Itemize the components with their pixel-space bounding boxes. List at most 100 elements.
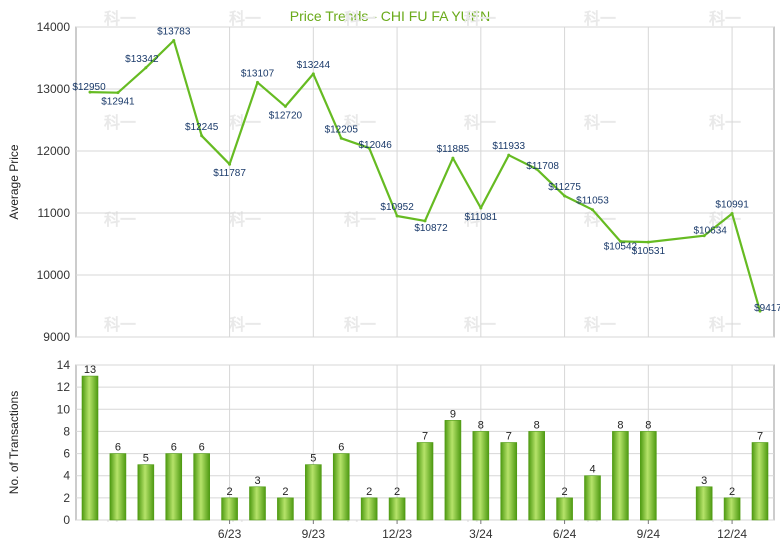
transactions-y-axis-label: No. of Transactions (7, 391, 21, 494)
price-data-label: $11053 (576, 196, 609, 207)
price-data-label: $13342 (125, 54, 159, 65)
transaction-bar (388, 497, 406, 521)
price-data-label: $10991 (715, 200, 749, 211)
price-point (618, 239, 622, 243)
transaction-bar (416, 442, 434, 521)
watermark: 科一 (229, 9, 261, 28)
price-data-label: $11885 (437, 144, 470, 155)
watermark: 科一 (344, 315, 376, 334)
price-point (479, 206, 483, 210)
transaction-bar-label: 6 (115, 442, 121, 454)
watermark: 科一 (709, 315, 741, 334)
watermark: 科一 (344, 9, 376, 28)
price-point (256, 80, 259, 84)
watermark: 科一 (584, 113, 616, 132)
x-tick-label: 9/23 (302, 527, 326, 541)
price-point (116, 91, 120, 95)
transaction-bar-label: 8 (478, 419, 484, 431)
price-point (563, 194, 567, 198)
transaction-bar-label: 5 (143, 453, 149, 465)
price-point (591, 208, 594, 212)
price-point (200, 134, 204, 138)
transaction-bar-label: 7 (422, 431, 428, 443)
watermark: 科一 (584, 9, 616, 28)
watermark: 科一 (709, 113, 741, 132)
transaction-bar-label: 2 (729, 486, 735, 498)
transaction-bar-label: 5 (310, 453, 316, 465)
transaction-bar (584, 475, 601, 521)
chart-title: Price Trends - CHI FU FA YUEN (290, 8, 490, 24)
price-point (451, 156, 455, 160)
price-y-tick-label: 12000 (37, 144, 71, 158)
price-data-label: $10634 (693, 226, 727, 237)
transaction-bar (305, 464, 322, 521)
price-point (758, 309, 762, 313)
price-point (702, 234, 706, 238)
watermark: 科一 (464, 113, 496, 132)
price-point (228, 162, 232, 166)
watermark: 科一 (104, 9, 136, 28)
transaction-bar-label: 6 (338, 442, 344, 454)
price-data-label: $10542 (604, 241, 638, 252)
price-data-label: $11787 (213, 168, 246, 179)
price-point (88, 90, 92, 94)
price-point (730, 212, 734, 216)
transaction-bar-label: 2 (366, 486, 372, 498)
price-data-label: $11933 (492, 141, 525, 152)
price-data-label: $11708 (526, 161, 559, 172)
price-plot-area (75, 26, 775, 338)
x-tick-label: 6/24 (553, 527, 577, 541)
price-point (395, 214, 399, 218)
price-data-label: $12720 (269, 110, 303, 121)
price-point (311, 72, 315, 76)
price-y-tick-label: 11000 (38, 206, 71, 220)
watermark: 科一 (464, 210, 496, 229)
price-data-label: $11275 (548, 182, 581, 193)
price-point (144, 66, 148, 70)
price-y-tick-label: 13000 (37, 82, 71, 96)
price-data-label: $10952 (380, 202, 414, 213)
transaction-bar (81, 375, 99, 521)
transaction-bar (556, 497, 573, 521)
x-tick-label: 9/24 (637, 527, 661, 541)
watermark: 科一 (104, 315, 136, 334)
transaction-bar (221, 497, 238, 521)
transaction-bar-label: 8 (645, 419, 651, 431)
price-data-label: $13244 (297, 60, 331, 71)
x-tick-label: 6/23 (218, 527, 242, 541)
price-y-tick-label: 14000 (37, 20, 71, 34)
watermark: 科一 (344, 113, 376, 132)
price-data-label: $12941 (101, 97, 135, 108)
price-point (367, 146, 371, 150)
transaction-bar (500, 442, 518, 521)
watermark: 科一 (464, 315, 496, 334)
watermark: 科一 (229, 113, 261, 132)
transaction-bar (528, 431, 545, 521)
transaction-bar (193, 453, 210, 521)
transactions-y-tick-label: 4 (63, 469, 70, 483)
watermark: 科一 (709, 9, 741, 28)
price-series-line (89, 39, 762, 312)
transaction-bar-label: 2 (562, 486, 568, 498)
transaction-bar (612, 431, 629, 521)
watermark: 科一 (344, 210, 376, 229)
transaction-bar (360, 497, 378, 521)
price-point (646, 240, 650, 244)
price-data-label: $10872 (414, 223, 448, 234)
transactions-y-tick-label: 10 (57, 402, 71, 416)
price-y-axis-label: Average Price (7, 144, 21, 219)
watermark: 科一 (104, 210, 136, 229)
transaction-bar (751, 442, 769, 521)
price-data-label: $10531 (632, 246, 666, 257)
transaction-bar-label: 8 (617, 419, 623, 431)
price-data-label: $12950 (72, 82, 106, 93)
price-data-label: $13783 (157, 26, 191, 37)
transaction-bar (695, 486, 713, 521)
transactions-y-tick-label: 12 (57, 380, 71, 394)
transaction-bar-label: 4 (589, 464, 595, 476)
transactions-y-tick-label: 0 (63, 513, 70, 527)
transaction-bar-label: 8 (534, 419, 540, 431)
transaction-bar (249, 486, 266, 521)
